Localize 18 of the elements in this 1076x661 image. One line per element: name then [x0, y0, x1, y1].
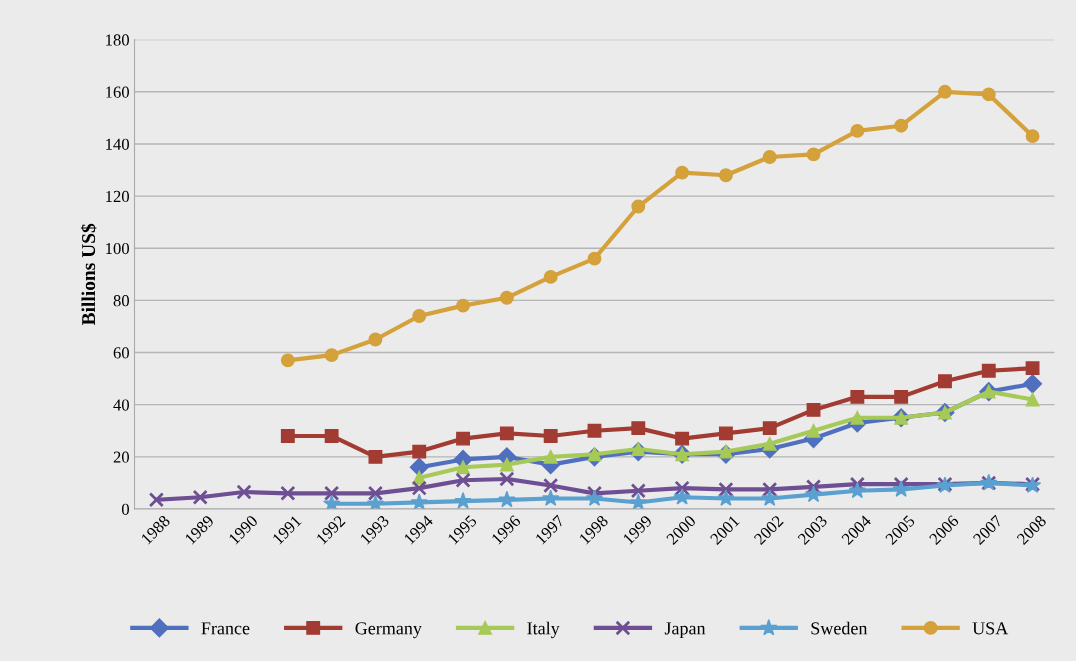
- legend-label: Sweden: [811, 621, 868, 635]
- y-tick-label: 120: [106, 190, 129, 203]
- y-tick-label: 80: [113, 295, 129, 307]
- y-tick-label: 0: [121, 503, 129, 515]
- y-tick-label: 60: [113, 347, 129, 359]
- x-tick-label: 1991: [272, 514, 302, 545]
- legend-label: France: [201, 622, 250, 635]
- legend-label: Japan: [664, 622, 706, 639]
- y-tick-label: 180: [106, 34, 129, 46]
- y-tick-label: 40: [113, 399, 129, 411]
- y-tick-label: 160: [106, 86, 129, 98]
- y-axis-title: Billions US$: [80, 223, 97, 326]
- legend-label: USA: [972, 622, 1009, 635]
- y-tick-label: 100: [106, 242, 129, 255]
- y-tick-label: 140: [106, 138, 129, 150]
- y-tick-label: 20: [113, 451, 129, 463]
- legend-label: Italy: [527, 621, 560, 639]
- legend-label: Germany: [355, 622, 422, 639]
